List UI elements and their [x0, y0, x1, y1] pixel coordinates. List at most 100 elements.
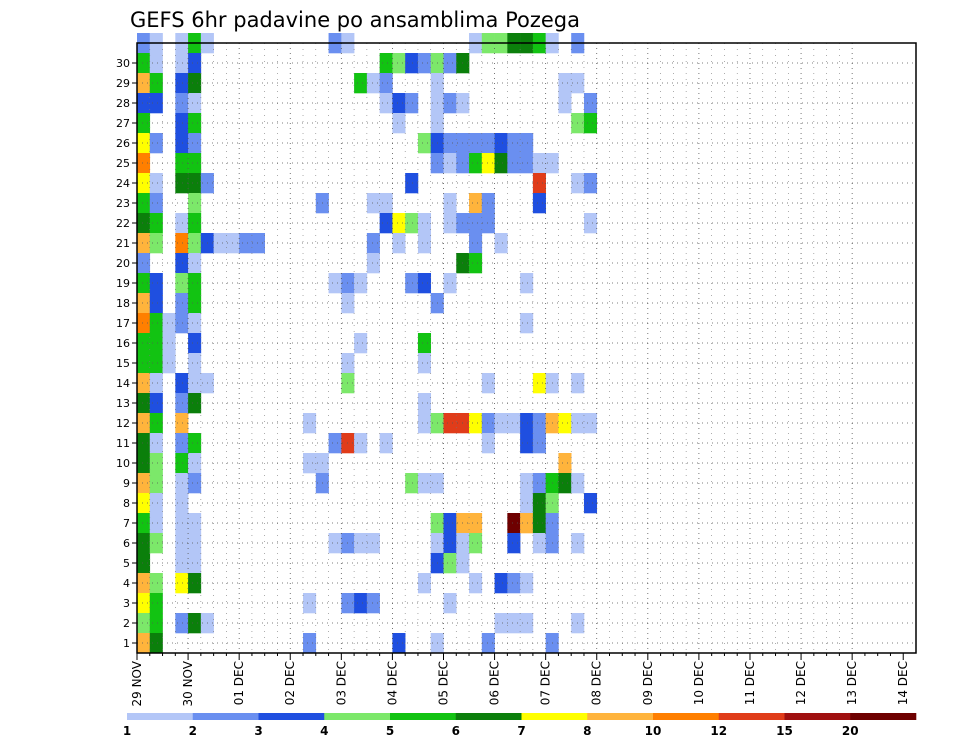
heatmap-cell [443, 533, 457, 554]
y-tick-label: 3 [123, 597, 130, 610]
heatmap-cell [507, 533, 521, 554]
heatmap-cell [366, 73, 380, 94]
y-tick-label: 16 [116, 337, 130, 350]
heatmap-cell [137, 593, 151, 614]
x-tick-label: 14 DEC [896, 661, 910, 705]
heatmap-cell [328, 533, 342, 554]
heatmap-cell [532, 413, 546, 434]
heatmap-cell [137, 153, 151, 174]
colorbar-label: 8 [583, 724, 591, 738]
y-tick-label: 29 [116, 77, 130, 90]
heatmap-cell [443, 553, 457, 574]
heatmap-cell [175, 393, 189, 414]
heatmap-cell [175, 253, 189, 274]
colorbar-swatch [718, 713, 785, 720]
heatmap-cell [303, 593, 317, 614]
heatmap-cell [188, 613, 202, 634]
y-tick-label: 20 [116, 257, 130, 270]
heatmap-cell [520, 273, 534, 294]
y-tick-label: 11 [116, 437, 130, 450]
heatmap-cell [175, 233, 189, 254]
heatmap-cell [175, 513, 189, 534]
heatmap-cell [149, 193, 163, 214]
heatmap-cell [392, 213, 406, 234]
heatmap-cell [417, 233, 432, 254]
heatmap-cell [469, 533, 483, 554]
heatmap-cell [149, 633, 163, 654]
heatmap-cell [175, 53, 189, 74]
heatmap-cell [481, 633, 495, 654]
heatmap-cell [481, 373, 495, 394]
heatmap-cell [558, 93, 572, 114]
heatmap-cell [175, 453, 189, 474]
heatmap-cell [188, 313, 202, 334]
colorbar-label: 12 [710, 724, 727, 738]
heatmap-cell [175, 573, 189, 594]
heatmap-cell [149, 173, 163, 194]
y-tick-label: 15 [116, 357, 130, 370]
heatmap-cell [175, 473, 189, 494]
heatmap-cell [583, 93, 598, 114]
heatmap-cell [558, 413, 572, 434]
heatmap-cell [175, 373, 189, 394]
heatmap-cell [328, 433, 342, 454]
heatmap-cell [469, 213, 483, 234]
y-tick-label: 24 [116, 177, 130, 190]
heatmap-cell [507, 613, 521, 634]
heatmap-cell [149, 473, 163, 494]
y-tick-label: 17 [116, 317, 130, 330]
heatmap-cell [149, 453, 163, 474]
heatmap-cell [162, 313, 176, 334]
heatmap-cell [481, 213, 495, 234]
heatmap-cell [354, 73, 368, 94]
colorbar-label: 1 [123, 724, 131, 738]
heatmap-cell [188, 553, 202, 574]
heatmap-cell [469, 193, 483, 214]
heatmap-cell [417, 393, 432, 414]
y-tick-label: 28 [116, 97, 130, 110]
heatmap-cell [188, 53, 202, 74]
heatmap-cell [417, 333, 432, 354]
heatmap-cell [137, 613, 151, 634]
colorbar-swatch [127, 713, 194, 720]
heatmap-cell [188, 393, 202, 414]
heatmap-cell [175, 613, 189, 634]
heatmap-cell [137, 113, 151, 134]
heatmap-cell [405, 473, 419, 494]
heatmap-cell [188, 513, 202, 534]
heatmap-cell [137, 553, 151, 574]
heatmap-cell [175, 413, 189, 434]
heatmap-cell [469, 233, 483, 254]
heatmap-cell [137, 473, 151, 494]
heatmap-cell [137, 513, 151, 534]
y-tick-label: 26 [116, 137, 130, 150]
y-tick-label: 2 [123, 617, 130, 630]
heatmap-cell [149, 373, 163, 394]
heatmap-cell [520, 473, 534, 494]
heatmap-cell [137, 273, 151, 294]
heatmap-cell [520, 573, 534, 594]
x-tick-label: 05 DEC [436, 661, 450, 705]
heatmap-cell [137, 213, 151, 234]
x-tick-label: 02 DEC [283, 661, 297, 705]
x-tick-label: 09 DEC [641, 661, 655, 705]
heatmap-cell [188, 293, 202, 314]
heatmap-cell [354, 433, 368, 454]
heatmap-cell [188, 333, 202, 354]
heatmap-cell [494, 413, 508, 434]
heatmap-cell [443, 413, 457, 434]
y-tick-label: 21 [116, 237, 130, 250]
colorbar-label: 10 [645, 724, 662, 738]
heatmap-cell [417, 273, 432, 294]
y-tick-label: 1 [123, 637, 130, 650]
heatmap-cell [137, 253, 151, 274]
heatmap-cell [149, 533, 163, 554]
heatmap-cell [188, 213, 202, 234]
heatmap-cell [405, 173, 419, 194]
heatmap-cell [328, 273, 342, 294]
heatmap-cell [188, 153, 202, 174]
heatmap-cell [558, 473, 572, 494]
heatmap-cell [175, 213, 189, 234]
heatmap-cell [392, 233, 406, 254]
